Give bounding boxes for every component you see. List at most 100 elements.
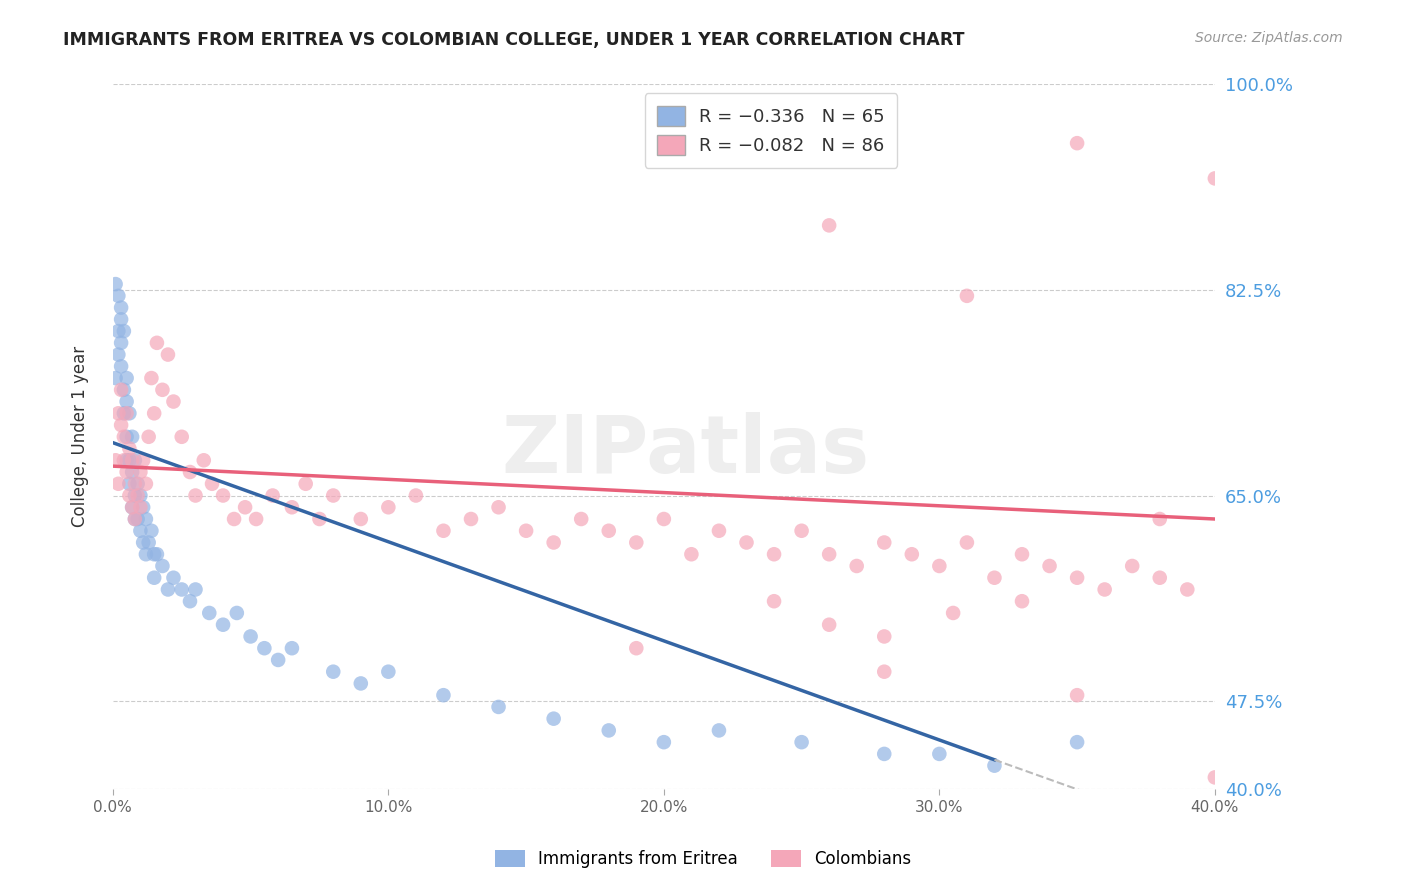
Point: [135, 512, 157, 526]
Point: [873, 630, 896, 644]
Point: [107, 324, 129, 338]
Point: [141, 371, 163, 385]
Point: [104, 371, 127, 385]
Point: [515, 524, 537, 538]
Point: [405, 489, 427, 503]
Point: [956, 289, 979, 303]
Point: [626, 641, 648, 656]
Point: [143, 571, 166, 585]
Point: [1066, 688, 1088, 702]
Point: [124, 476, 146, 491]
Y-axis label: College, Under 1 year: College, Under 1 year: [72, 346, 89, 527]
Point: [543, 535, 565, 549]
Point: [652, 735, 675, 749]
Point: [118, 489, 141, 503]
Point: [112, 383, 135, 397]
Text: IMMIGRANTS FROM ERITREA VS COLOMBIAN COLLEGE, UNDER 1 YEAR CORRELATION CHART: IMMIGRANTS FROM ERITREA VS COLOMBIAN COL…: [63, 31, 965, 49]
Point: [121, 430, 143, 444]
Point: [170, 430, 193, 444]
Point: [681, 547, 703, 561]
Point: [983, 758, 1005, 772]
Point: [110, 359, 132, 374]
Point: [626, 535, 648, 549]
Point: [115, 406, 138, 420]
Point: [127, 489, 149, 503]
Point: [1066, 136, 1088, 150]
Point: [735, 535, 758, 549]
Point: [763, 594, 786, 608]
Text: Source: ZipAtlas.com: Source: ZipAtlas.com: [1195, 31, 1343, 45]
Point: [818, 547, 841, 561]
Point: [138, 430, 160, 444]
Point: [377, 665, 399, 679]
Point: [790, 524, 813, 538]
Point: [162, 571, 184, 585]
Point: [179, 465, 201, 479]
Point: [129, 489, 152, 503]
Point: [104, 453, 127, 467]
Point: [121, 500, 143, 515]
Point: [156, 348, 179, 362]
Point: [198, 606, 221, 620]
Point: [132, 535, 155, 549]
Point: [432, 688, 454, 702]
Point: [225, 606, 247, 620]
Point: [110, 383, 132, 397]
Point: [112, 430, 135, 444]
Point: [1149, 571, 1171, 585]
Point: [112, 406, 135, 420]
Point: [193, 453, 215, 467]
Text: ZIPatlas: ZIPatlas: [502, 412, 870, 490]
Point: [132, 500, 155, 515]
Point: [110, 418, 132, 433]
Point: [350, 676, 373, 690]
Point: [543, 712, 565, 726]
Point: [928, 559, 950, 574]
Point: [239, 630, 262, 644]
Point: [132, 453, 155, 467]
Point: [322, 489, 344, 503]
Point: [281, 500, 304, 515]
Point: [901, 547, 924, 561]
Point: [115, 453, 138, 467]
Point: [146, 547, 169, 561]
Point: [146, 335, 169, 350]
Point: [460, 512, 482, 526]
Point: [1149, 512, 1171, 526]
Point: [118, 476, 141, 491]
Point: [124, 489, 146, 503]
Point: [124, 453, 146, 467]
Point: [818, 219, 841, 233]
Point: [763, 547, 786, 561]
Point: [107, 476, 129, 491]
Point: [245, 512, 267, 526]
Point: [143, 406, 166, 420]
Point: [112, 324, 135, 338]
Point: [127, 512, 149, 526]
Point: [1121, 559, 1143, 574]
Point: [129, 524, 152, 538]
Point: [141, 524, 163, 538]
Point: [983, 571, 1005, 585]
Point: [110, 312, 132, 326]
Point: [873, 665, 896, 679]
Point: [129, 465, 152, 479]
Point: [156, 582, 179, 597]
Point: [845, 559, 868, 574]
Point: [179, 594, 201, 608]
Point: [115, 394, 138, 409]
Point: [267, 653, 290, 667]
Point: [942, 606, 965, 620]
Point: [121, 500, 143, 515]
Point: [377, 500, 399, 515]
Point: [873, 535, 896, 549]
Point: [115, 430, 138, 444]
Point: [707, 524, 730, 538]
Point: [569, 512, 592, 526]
Point: [184, 489, 207, 503]
Point: [1066, 735, 1088, 749]
Point: [233, 500, 256, 515]
Point: [488, 700, 510, 714]
Point: [652, 512, 675, 526]
Point: [162, 394, 184, 409]
